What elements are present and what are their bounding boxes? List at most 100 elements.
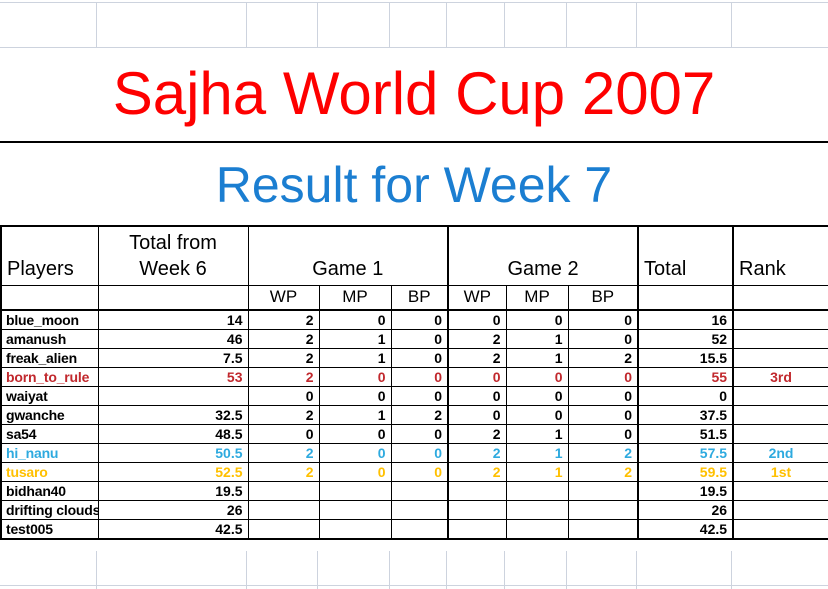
subheader-empty-total[interactable] (637, 284, 734, 311)
empty-cell[interactable] (0, 3, 97, 47)
empty-cell[interactable] (637, 3, 732, 47)
rank-cell[interactable] (732, 481, 828, 501)
header-rank[interactable]: Rank (732, 225, 828, 286)
week6-total-cell[interactable]: 50.5 (97, 443, 249, 463)
subheader-game1-bp[interactable]: BP (390, 284, 449, 311)
subheader-game2-wp[interactable]: WP (447, 284, 507, 311)
rank-cell[interactable] (732, 309, 828, 330)
total-cell[interactable]: 51.5 (637, 424, 734, 444)
game1-bp-cell[interactable]: 0 (390, 386, 449, 406)
total-cell[interactable]: 37.5 (637, 405, 734, 425)
game2-mp-cell[interactable]: 1 (505, 348, 569, 368)
game1-mp-cell[interactable]: 1 (318, 329, 392, 349)
game2-wp-cell[interactable]: 2 (447, 424, 507, 444)
week6-total-cell[interactable]: 53 (97, 367, 249, 387)
total-cell[interactable]: 19.5 (637, 481, 734, 501)
game2-wp-cell[interactable]: 0 (447, 386, 507, 406)
game2-mp-cell[interactable]: 1 (505, 424, 569, 444)
game1-wp-cell[interactable] (247, 519, 320, 540)
week6-total-cell[interactable]: 52.5 (97, 462, 249, 482)
game2-mp-cell[interactable] (505, 500, 569, 520)
game2-bp-cell[interactable]: 0 (567, 329, 639, 349)
header-total[interactable]: Total (637, 225, 734, 286)
game1-bp-cell[interactable]: 2 (390, 405, 449, 425)
game1-wp-cell[interactable] (247, 481, 320, 501)
subheader-game1-mp[interactable]: MP (318, 284, 392, 311)
empty-cell[interactable] (732, 3, 828, 47)
empty-cell[interactable] (567, 3, 637, 47)
game1-bp-cell[interactable]: 0 (390, 348, 449, 368)
header-game2[interactable]: Game 2 (447, 225, 639, 286)
player-name-cell[interactable]: sa54 (0, 424, 99, 444)
empty-cell[interactable] (447, 3, 505, 47)
game1-mp-cell[interactable] (318, 519, 392, 540)
game1-wp-cell[interactable]: 2 (247, 405, 320, 425)
player-name-cell[interactable]: blue_moon (0, 309, 99, 330)
rank-cell[interactable] (732, 500, 828, 520)
subheader-empty-rank[interactable] (732, 284, 828, 311)
game2-wp-cell[interactable]: 0 (447, 405, 507, 425)
player-name-cell[interactable]: drifting clouds (0, 500, 99, 520)
game2-bp-cell[interactable]: 0 (567, 386, 639, 406)
game1-mp-cell[interactable] (318, 500, 392, 520)
game2-bp-cell[interactable]: 2 (567, 443, 639, 463)
player-name-cell[interactable]: gwanche (0, 405, 99, 425)
rank-cell[interactable] (732, 386, 828, 406)
subheader-game1-wp[interactable]: WP (247, 284, 320, 311)
game2-bp-cell[interactable] (567, 500, 639, 520)
subheader-game2-mp[interactable]: MP (505, 284, 569, 311)
game1-bp-cell[interactable] (390, 519, 449, 540)
game2-wp-cell[interactable] (447, 481, 507, 501)
empty-cell[interactable] (390, 3, 447, 47)
game2-wp-cell[interactable]: 0 (447, 367, 507, 387)
header-total-from-week6[interactable]: Total from Week 6 (97, 225, 249, 286)
week6-total-cell[interactable] (97, 386, 249, 406)
week6-total-cell[interactable]: 32.5 (97, 405, 249, 425)
game1-bp-cell[interactable]: 0 (390, 367, 449, 387)
game1-mp-cell[interactable]: 0 (318, 309, 392, 330)
game1-wp-cell[interactable]: 2 (247, 462, 320, 482)
game1-bp-cell[interactable] (390, 500, 449, 520)
rank-cell[interactable] (732, 348, 828, 368)
game2-wp-cell[interactable]: 2 (447, 443, 507, 463)
week6-total-cell[interactable]: 26 (97, 500, 249, 520)
game2-mp-cell[interactable] (505, 481, 569, 501)
total-cell[interactable]: 42.5 (637, 519, 734, 540)
subheader-empty-week6[interactable] (97, 284, 249, 311)
game1-bp-cell[interactable]: 0 (390, 309, 449, 330)
game1-mp-cell[interactable]: 1 (318, 348, 392, 368)
empty-cell[interactable] (97, 551, 247, 589)
total-cell[interactable]: 0 (637, 386, 734, 406)
game2-bp-cell[interactable] (567, 481, 639, 501)
total-cell[interactable]: 59.5 (637, 462, 734, 482)
week6-total-cell[interactable]: 7.5 (97, 348, 249, 368)
player-name-cell[interactable]: tusaro (0, 462, 99, 482)
game1-mp-cell[interactable]: 0 (318, 443, 392, 463)
game2-mp-cell[interactable]: 0 (505, 309, 569, 330)
empty-cell[interactable] (0, 551, 97, 589)
subtitle-cell[interactable]: Result for Week 7 (0, 145, 828, 225)
game2-wp-cell[interactable] (447, 500, 507, 520)
game2-mp-cell[interactable]: 1 (505, 329, 569, 349)
total-cell[interactable]: 26 (637, 500, 734, 520)
empty-cell[interactable] (247, 551, 318, 589)
game1-bp-cell[interactable]: 0 (390, 443, 449, 463)
subheader-empty-players[interactable] (0, 284, 99, 311)
game2-wp-cell[interactable]: 2 (447, 348, 507, 368)
rank-cell[interactable]: 2nd (732, 443, 828, 463)
game1-bp-cell[interactable]: 0 (390, 462, 449, 482)
week6-total-cell[interactable]: 46 (97, 329, 249, 349)
player-name-cell[interactable]: amanush (0, 329, 99, 349)
empty-cell[interactable] (567, 551, 637, 589)
rank-cell[interactable] (732, 424, 828, 444)
game1-wp-cell[interactable]: 0 (247, 424, 320, 444)
total-cell[interactable]: 57.5 (637, 443, 734, 463)
game2-bp-cell[interactable]: 2 (567, 348, 639, 368)
empty-cell[interactable] (247, 3, 318, 47)
week6-total-cell[interactable]: 19.5 (97, 481, 249, 501)
game1-bp-cell[interactable]: 0 (390, 424, 449, 444)
empty-cell[interactable] (732, 551, 828, 589)
week6-total-cell[interactable]: 14 (97, 309, 249, 330)
player-name-cell[interactable]: test005 (0, 519, 99, 540)
game2-bp-cell[interactable] (567, 519, 639, 540)
